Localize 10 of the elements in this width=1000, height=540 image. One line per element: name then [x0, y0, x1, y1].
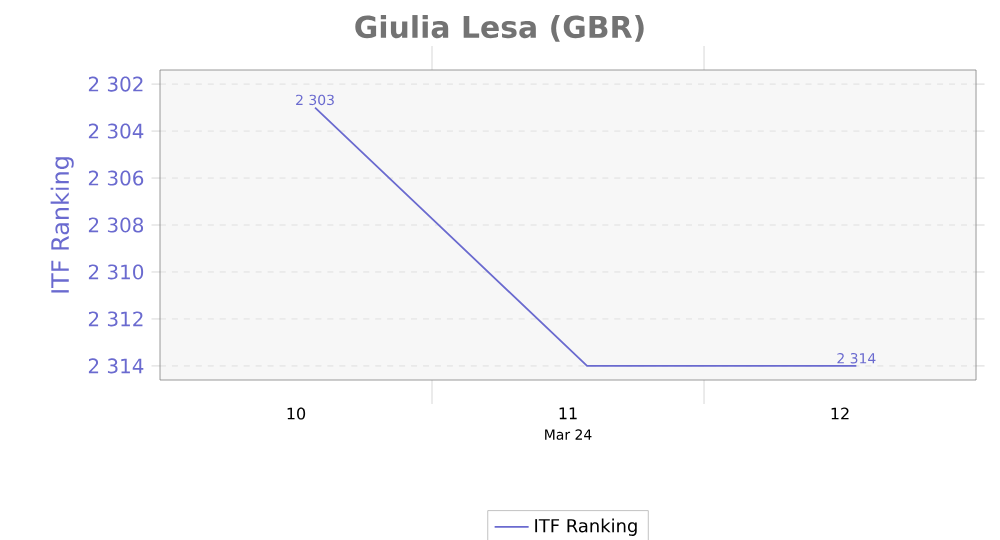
y-tick-label: 2 306 [88, 170, 144, 186]
y-tick-label: 2 312 [88, 311, 143, 327]
y-tick-label: 2 310 [88, 264, 144, 280]
y-tick-label: 2 304 [88, 123, 144, 139]
y-tick-label: 2 308 [88, 217, 144, 233]
chart-title: Giulia Lesa (GBR) [355, 15, 644, 42]
y-tick-label: 2 314 [88, 358, 144, 374]
y-axis-title: ITF Ranking [50, 157, 74, 293]
y-tick-label: 2 302 [88, 76, 143, 92]
legend-label: ITF Ranking [535, 518, 637, 536]
